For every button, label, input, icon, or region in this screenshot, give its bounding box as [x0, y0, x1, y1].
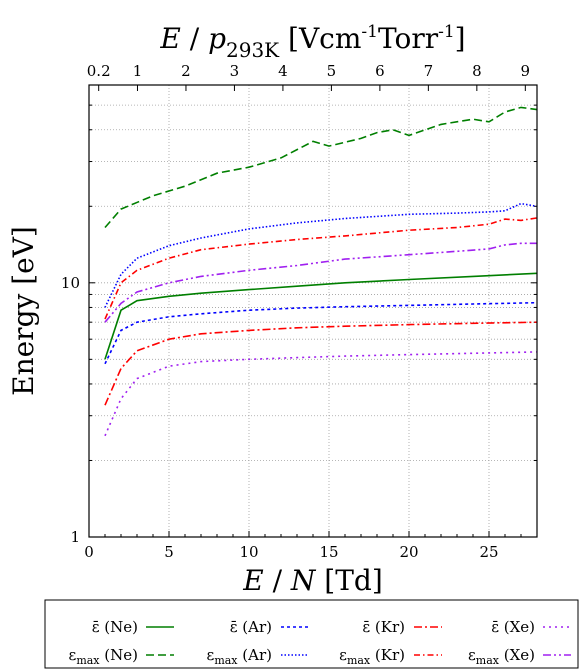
- top-tick-label: 0.2: [87, 62, 111, 80]
- legend-box: [44, 599, 579, 669]
- legend-label: εmax (Kr): [339, 646, 405, 667]
- legend: ε̄ (Ne) εmax (Ne) ε̄ (Ar) εmax (Ar) ε̄ (Kr) ε…: [69, 618, 571, 667]
- x-tick-label: 20: [399, 543, 418, 561]
- legend-label: ε̄ (Ar): [230, 618, 272, 636]
- series-line: [104, 202, 538, 308]
- plot-frame: [88, 84, 538, 538]
- series-line: [104, 106, 538, 229]
- series-line: [104, 242, 537, 323]
- top-tick-label: 8: [472, 62, 482, 80]
- series-line: [104, 272, 538, 360]
- series-line: [104, 301, 538, 365]
- y-axis-title: Energy [eV]: [7, 226, 40, 396]
- y-tick-label: 10: [61, 274, 80, 292]
- series-line: [104, 351, 538, 437]
- series-line: [104, 217, 538, 320]
- x-tick-label: 0: [84, 543, 94, 561]
- x-tick-label: 5: [164, 543, 174, 561]
- top-tick-label: 4: [278, 62, 288, 80]
- series-lines: [104, 106, 538, 437]
- x-tick-label: 10: [239, 543, 258, 561]
- x-axis-title: E / N [Td]: [242, 564, 383, 597]
- legend-label: εmax (Xe): [468, 646, 535, 667]
- legend-label: εmax (Ar): [207, 646, 272, 667]
- series-line: [104, 321, 538, 406]
- top-tick-label: 5: [327, 62, 337, 80]
- axis-ticks: 0 5 10 15 20 25 0.2 1 2 3 4 5 6 7 8 9 1 10: [61, 62, 537, 561]
- x-tick-label: 25: [479, 543, 498, 561]
- grid-lines: [89, 84, 537, 537]
- x-tick-label: 15: [319, 543, 338, 561]
- legend-label: ε̄ (Kr): [362, 618, 405, 636]
- top-tick-label: 6: [375, 62, 385, 80]
- top-tick-label: 7: [424, 62, 434, 80]
- top-axis-title: E / p293K [Vcm-1Torr-1]: [159, 22, 465, 62]
- y-tick-label: 1: [70, 528, 80, 546]
- legend-label: εmax (Ne): [69, 646, 138, 667]
- top-tick-label: 2: [181, 62, 191, 80]
- top-tick-label: 1: [133, 62, 143, 80]
- top-tick-label: 3: [230, 62, 240, 80]
- top-tick-label: 9: [521, 62, 531, 80]
- legend-label: ε̄ (Xe): [491, 618, 535, 636]
- legend-label: ε̄ (Ne): [92, 618, 138, 636]
